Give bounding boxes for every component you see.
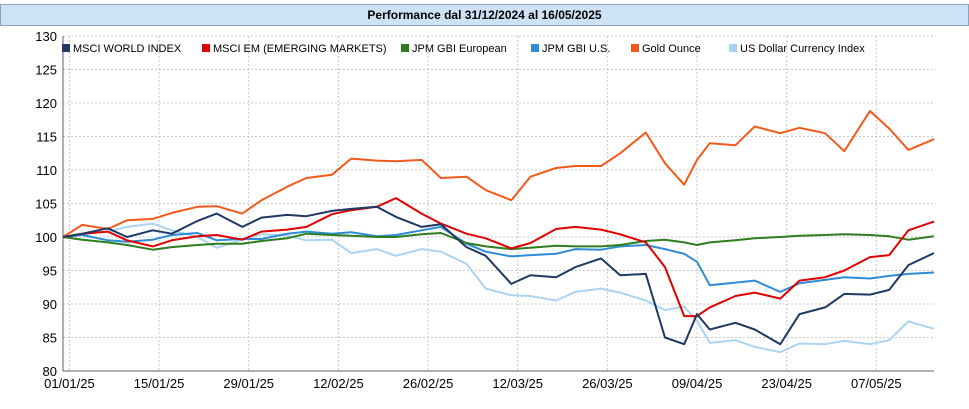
y-tick-label: 100 (35, 230, 57, 245)
x-tick-label: 26/03/25 (582, 376, 633, 391)
x-tick-label: 12/02/25 (313, 376, 364, 391)
legend-swatch (401, 44, 409, 52)
series-line-msci-world-index (62, 205, 935, 346)
legend-label: US Dollar Currency Index (740, 43, 865, 55)
legend-label: MSCI EM (EMERGING MARKETS) (213, 43, 387, 55)
legend-swatch (202, 44, 210, 52)
y-tick-label: 120 (35, 96, 57, 111)
series-line-gold-ounce (62, 110, 935, 238)
y-tick-label: 90 (43, 297, 57, 312)
legend-swatch (631, 44, 639, 52)
legend-swatch (531, 44, 539, 52)
x-tick-label: 07/05/25 (851, 376, 902, 391)
legend-label: JPM GBI U.S. (542, 43, 610, 55)
series-line-msci-em-emerging-markets (62, 197, 935, 318)
y-tick-label: 80 (43, 364, 57, 379)
x-tick-label: 29/01/25 (223, 376, 274, 391)
y-tick-label: 125 (35, 63, 57, 78)
x-tick-label: 01/01/25 (44, 376, 95, 391)
legend-swatch (62, 44, 70, 52)
series-line-jpm-gbi-u-s (62, 225, 935, 293)
x-tick-label: 23/04/25 (761, 376, 812, 391)
legend-label: JPM GBI European (412, 43, 507, 55)
x-tick-label: 12/03/25 (492, 376, 543, 391)
y-tick-label: 115 (36, 130, 57, 145)
legend-label: Gold Ounce (642, 43, 701, 55)
x-tick-label: 15/01/25 (134, 376, 185, 391)
chart-title: Performance dal 31/12/2024 al 16/05/2025 (0, 4, 969, 26)
x-tick-label: 26/02/25 (403, 376, 454, 391)
y-tick-label: 110 (36, 163, 57, 178)
y-tick-label: 130 (35, 29, 57, 44)
y-tick-label: 105 (35, 197, 57, 212)
x-tick-label: 09/04/25 (672, 376, 723, 391)
y-tick-label: 85 (43, 331, 57, 346)
y-tick-label: 95 (43, 264, 57, 279)
legend-label: MSCI WORLD INDEX (73, 43, 182, 55)
legend-swatch (729, 44, 737, 52)
